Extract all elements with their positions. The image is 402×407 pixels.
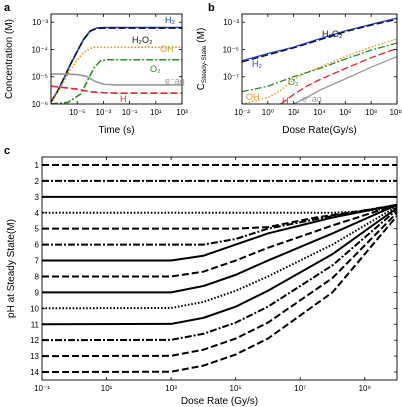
x-tick-label-b: 10⁴: [313, 108, 326, 117]
series-line-c-ph12: [42, 208, 397, 342]
y-tick-label-a: 10⁻⁶: [32, 100, 48, 109]
series-line-c-ph9: [42, 203, 397, 294]
y-tick-label-c: 3: [35, 193, 40, 202]
y-tick-label-c: 12: [30, 336, 39, 345]
y-tick-label-c: 4: [35, 209, 40, 218]
x-tick-label-a: 10⁻⁵: [69, 108, 85, 117]
series-group-b: [242, 17, 397, 104]
y-axis-label-b: CSteady-State (M): [196, 28, 208, 91]
plot-frame-a: [50, 13, 183, 105]
series-group-c: [42, 163, 397, 374]
series-label-a: H: [120, 94, 127, 104]
y-axis-label-sub: Steady-State: [201, 45, 208, 83]
series-line-c-ph14: [42, 215, 397, 374]
x-tick-label-c: 10⁻¹: [34, 384, 50, 393]
series-label-b: H₂: [252, 59, 262, 69]
y-tick-label-a: 10⁻⁴: [31, 45, 48, 54]
series-line-c-ph13: [42, 212, 397, 358]
y-tick-label-c: 14: [30, 368, 39, 377]
panel-a: 10⁻⁵ 10⁻³ 10⁻¹ 10¹ 10³ 10⁻⁶ 10⁻⁵ 10⁻⁴ 10⁻³ Time (…: [4, 2, 188, 136]
series-label-b: H: [282, 96, 289, 106]
x-tick-label-b: 10²: [288, 108, 300, 117]
series-line-c-ph10: [42, 205, 397, 310]
series-label-a: OH: [160, 44, 174, 54]
series-line-c-ph8: [42, 203, 397, 278]
panel-b: 10⁻² 10⁰ 10² 10⁴ 10⁶ 10⁸ 10¹⁰ 10⁻⁷ 10⁻⁵ 10⁻³ Dose …: [196, 2, 402, 136]
y-tick-label-c: 9: [35, 288, 40, 297]
y-tick-label-c: 10: [30, 304, 39, 313]
y-tick-label-c: 7: [35, 257, 40, 266]
series-label-b: e⁻aq: [302, 94, 322, 104]
series-line-a-H₂O₂: [51, 27, 182, 103]
x-tick-label-c: 10⁵: [230, 384, 242, 393]
series-line-a-e⁻aq: [51, 73, 182, 86]
panel-label-c: c: [4, 145, 10, 157]
x-tick-label-a: 10³: [176, 108, 188, 117]
series-line-b-H: [280, 47, 397, 104]
y-tick-label-c: 6: [35, 241, 40, 250]
y-axis-label-a: Concentration (M): [4, 19, 15, 99]
x-tick-label-b: 10⁸: [365, 108, 377, 117]
series-label-a: e⁻aq: [165, 76, 185, 86]
y-axis-label-unit: (M): [196, 28, 207, 46]
y-tick-label-c: 1: [35, 161, 40, 170]
series-label-a: O₂: [150, 64, 161, 74]
x-tick-label-a: 10¹: [150, 108, 162, 117]
y-tick-label-b: 10⁻⁵: [223, 45, 239, 54]
x-axis-label-c: Dose Rate (Gy/s): [181, 396, 258, 407]
panel-label-b: b: [208, 2, 215, 14]
series-line-a-O₂: [51, 58, 182, 104]
x-tick-label-c: 10³: [165, 384, 177, 393]
series-line-c-ph6: [42, 203, 397, 246]
series-line-c-ph4: [42, 206, 397, 214]
x-tick-label-b: 10⁶: [339, 108, 351, 117]
series-label-a: H₂: [165, 15, 175, 25]
x-tick-label-a: 10⁻¹: [122, 108, 138, 117]
y-tick-label-b: 10⁻⁷: [223, 73, 239, 82]
x-tick-label-c: 10⁹: [359, 384, 371, 393]
x-axis-label-b: Dose Rate(Gy/s): [282, 125, 356, 136]
series-line-a-H: [51, 85, 182, 94]
y-axis-label-c: pH at Steady State(M): [6, 219, 17, 318]
x-axis-label-a: Time (s): [98, 125, 134, 136]
x-tick-label-b: 10⁻²: [234, 108, 250, 117]
x-tick-label-c: 10¹: [101, 384, 113, 393]
series-line-b-H₂: [242, 17, 397, 62]
series-line-c-ph7: [42, 203, 397, 262]
y-tick-label-c: 13: [30, 352, 39, 361]
y-tick-label-a: 10⁻³: [32, 18, 48, 27]
y-tick-label-a: 10⁻⁵: [32, 73, 48, 82]
y-tick-label-c: 8: [35, 272, 40, 281]
y-tick-label-c: 11: [31, 320, 40, 329]
series-label-b: O₂: [288, 77, 299, 87]
y-tick-label-c: 2: [35, 177, 40, 186]
series-line-b-H₂O₂: [242, 18, 397, 63]
series-label-b: H₂O₂: [322, 29, 343, 39]
series-line-c-ph5: [42, 204, 397, 230]
plot-frame-c: [41, 156, 398, 381]
panel-c: 10⁻¹ 10¹ 10³ 10⁵ 10⁷ 10⁹1234567891011121314Do…: [4, 145, 398, 407]
series-line-b-O₂: [242, 42, 397, 93]
series-line-b-e⁻aq: [293, 55, 397, 104]
y-tick-label-b: 10⁻³: [223, 18, 239, 27]
x-tick-label-a: 10⁻³: [96, 108, 112, 117]
x-tick-label-b: 10⁰: [262, 108, 274, 117]
series-label-a: H₂O₂: [132, 35, 153, 45]
series-group-a: [51, 26, 182, 104]
y-tick-label-c: 5: [35, 225, 40, 234]
panel-label-a: a: [4, 2, 11, 14]
x-tick-label-c: 10⁷: [294, 384, 306, 393]
series-label-b: OH: [246, 92, 260, 102]
x-tick-label-b: 10¹⁰: [390, 108, 402, 117]
series-line-c-ph11: [42, 207, 397, 326]
